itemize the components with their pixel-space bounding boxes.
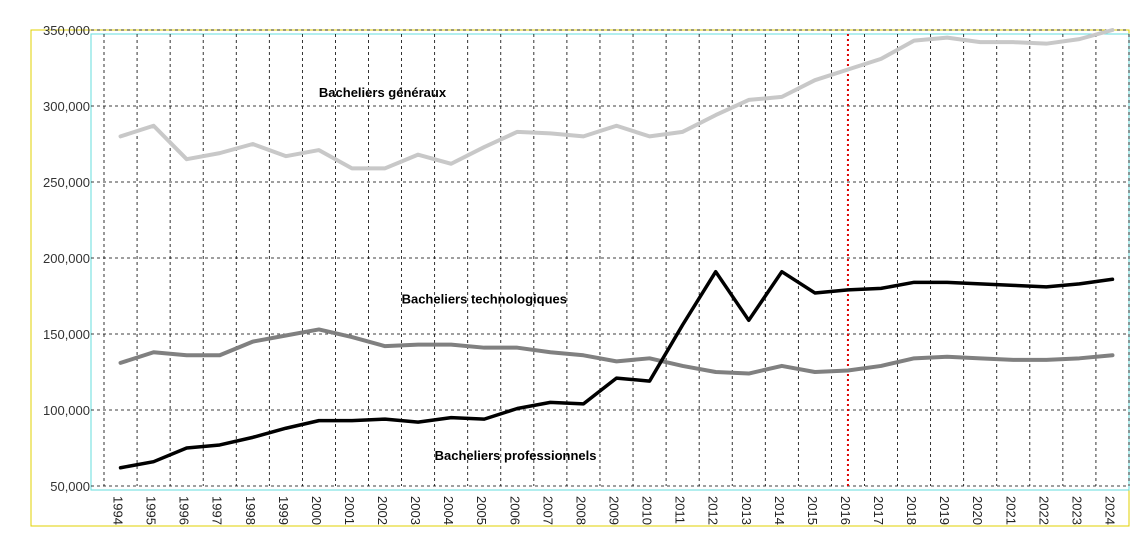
y-axis-tick-labels: 50,000 100,000 150,000 200,000 250,000 300,00… <box>43 23 90 494</box>
x-tick-label: 1998 <box>243 496 258 525</box>
x-tick-label: 2023 <box>1069 496 1084 525</box>
series-label-2: Bacheliers technologiques <box>402 292 567 307</box>
series-line-2 <box>118 327 1115 376</box>
x-tick-label: 2010 <box>640 496 655 525</box>
x-tick-label: 2022 <box>1036 496 1051 525</box>
x-tick-label: 2006 <box>507 496 522 525</box>
y-tick-label: 200,000 <box>43 251 90 266</box>
x-tick-label: 2017 <box>871 496 886 525</box>
x-tick-label: 1997 <box>210 496 225 525</box>
x-tick-label: 2012 <box>706 496 721 525</box>
series-labels: Bacheliers généraux Bacheliers technologi… <box>319 85 597 463</box>
y-tick-label: 250,000 <box>43 175 90 190</box>
x-tick-label: 2019 <box>937 496 952 525</box>
x-axis-tick-labels: 1994 1995 1996 1997 1998 1999 2000 2001 2002 2003… <box>111 496 1118 525</box>
x-tick-label: 2004 <box>441 496 456 525</box>
x-tick-label: 1994 <box>111 496 126 525</box>
x-tick-label: 2013 <box>739 496 754 525</box>
x-tick-label: 1995 <box>144 496 159 525</box>
x-tick-label: 2018 <box>904 496 919 525</box>
series-line-1 <box>118 28 1115 171</box>
x-tick-label: 2008 <box>573 496 588 525</box>
x-tick-label: 2015 <box>805 496 820 525</box>
x-tick-label: 2020 <box>970 496 985 525</box>
y-tick-label: 350,000 <box>43 23 90 38</box>
y-tick-label: 50,000 <box>50 479 90 494</box>
plot-area <box>90 33 1130 491</box>
x-tick-label: 2009 <box>607 496 622 525</box>
x-tick-label: 2007 <box>540 496 555 525</box>
x-tick-label: 2000 <box>309 496 324 525</box>
x-tick-label: 2001 <box>342 496 357 525</box>
y-tick-label: 150,000 <box>43 327 90 342</box>
x-tick-label: 1996 <box>177 496 192 525</box>
x-tick-label: 2016 <box>838 496 853 525</box>
x-tick-label: 2011 <box>673 496 688 524</box>
y-tick-label: 100,000 <box>43 403 90 418</box>
grid-lines <box>91 29 1130 487</box>
x-tick-label: 2005 <box>474 496 489 525</box>
x-tick-label: 1999 <box>276 496 291 525</box>
series-label-1: Bacheliers généraux <box>319 85 447 100</box>
series-line-3 <box>118 269 1115 470</box>
x-tick-label: 2024 <box>1102 496 1117 525</box>
x-tick-label: 2003 <box>408 496 423 525</box>
x-tick-label: 2002 <box>375 496 390 525</box>
x-tick-label: 2021 <box>1003 496 1018 525</box>
y-tick-label: 300,000 <box>43 99 90 114</box>
series-label-3: Bacheliers professionnels <box>435 448 597 463</box>
series-lines <box>118 28 1115 470</box>
x-tick-label: 2014 <box>772 496 787 525</box>
